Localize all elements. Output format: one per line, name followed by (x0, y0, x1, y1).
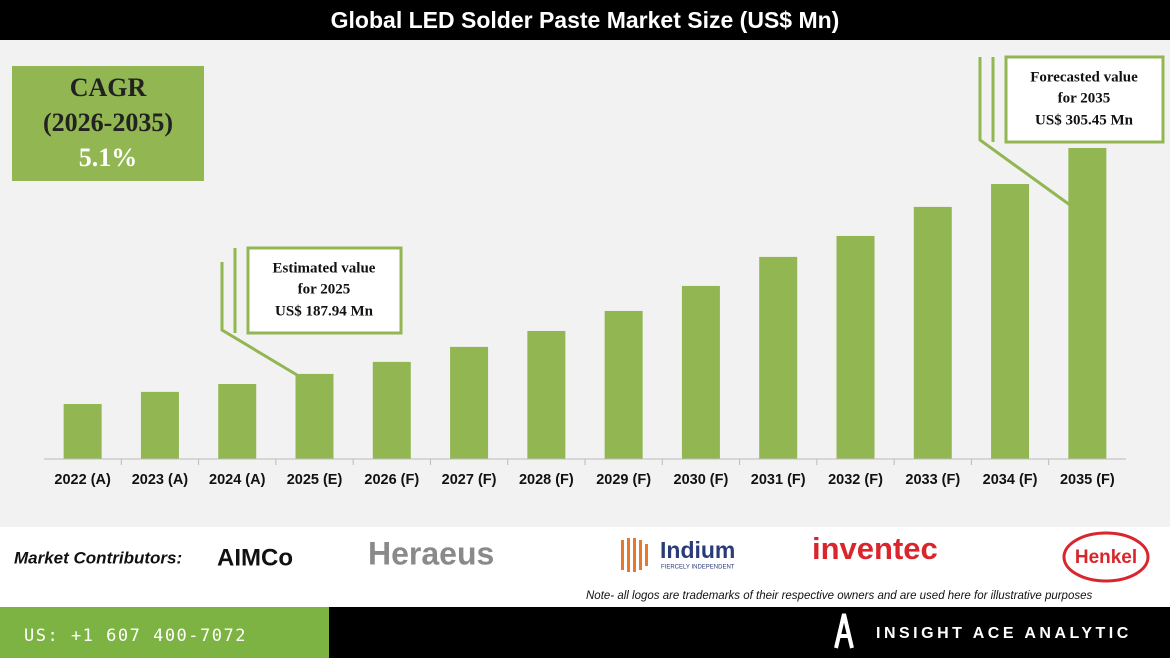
x-tick-label: 2029 (F) (596, 472, 651, 488)
footer-brand: INSIGHT ACE ANALYTIC (876, 625, 1132, 642)
logo: Heraeus (368, 535, 494, 571)
x-tick-label: 2027 (F) (442, 472, 497, 488)
logo-tagline: FIERCELY INDEPENDENT (661, 565, 735, 571)
value-label: US$ 187.94 Mn (275, 303, 374, 319)
callout-text: for 2025 (298, 281, 351, 297)
callout-text: Forecasted value (1030, 69, 1138, 85)
callout-text: for 2035 (1058, 90, 1111, 106)
callout-connector (978, 57, 1071, 207)
bar (836, 235, 875, 459)
bar (913, 206, 952, 459)
cagr-box (12, 66, 204, 181)
plot: 2022 (A) 2023 (A) 2024 (A) 2025 (E) 2026 (F)… (54, 147, 1115, 488)
title-bar (0, 0, 1170, 40)
x-tick-label: 2031 (F) (751, 472, 806, 488)
x-tick-label: 2025 (E) (287, 472, 343, 488)
logo: Henkel (1075, 547, 1137, 568)
bar (759, 256, 798, 459)
x-tick-label: 2035 (F) (1060, 472, 1115, 488)
logo: inventec (812, 531, 938, 566)
cagr-period: (2026-2035) (43, 108, 173, 137)
callout-box (1004, 55, 1165, 144)
callout-text: Estimated value (273, 260, 376, 276)
cagr-label: CAGR (70, 73, 147, 102)
chart-title: Global LED Solder Paste Market Size (US$… (331, 7, 840, 33)
brand-icon (834, 613, 854, 649)
x-tick-label: 2022 (A) (54, 472, 111, 488)
bar (140, 391, 179, 459)
bar (681, 285, 720, 459)
x-tick-label: 2028 (F) (519, 472, 574, 488)
logo: AIMCo (217, 544, 293, 571)
x-tick-label: 2033 (F) (905, 472, 960, 488)
note: Note- all logos are trademarks of their … (586, 590, 1092, 602)
logo: Indium (660, 537, 735, 563)
x-tick-label: 2034 (F) (983, 472, 1038, 488)
bar (63, 404, 102, 459)
footer-right (329, 607, 1170, 658)
bar (991, 184, 1030, 460)
bar (218, 384, 257, 459)
x-tick-label: 2024 (A) (209, 472, 266, 488)
footer-left (0, 607, 329, 658)
bar (1068, 147, 1107, 459)
contributors-band (0, 527, 1170, 607)
x-tick-label: 2026 (F) (364, 472, 419, 488)
cagr-value: 5.1% (79, 143, 138, 172)
logo-oval (1062, 531, 1150, 583)
footer-phone: US: +1 607 400-7072 (24, 626, 247, 646)
bar (372, 361, 411, 459)
callout-box (246, 246, 403, 335)
callout-connector (220, 262, 298, 377)
x-tick-label: 2030 (F) (674, 472, 729, 488)
contributors-label: Market Contributors: (14, 548, 182, 567)
bar (527, 330, 566, 459)
logo-mark (621, 538, 648, 572)
bar (604, 310, 643, 459)
bar (450, 346, 489, 459)
bar (295, 373, 334, 459)
x-tick-label: 2032 (F) (828, 472, 883, 488)
x-tick-label: 2023 (A) (132, 472, 189, 488)
value-label: US$ 305.45 Mn (1035, 112, 1134, 128)
